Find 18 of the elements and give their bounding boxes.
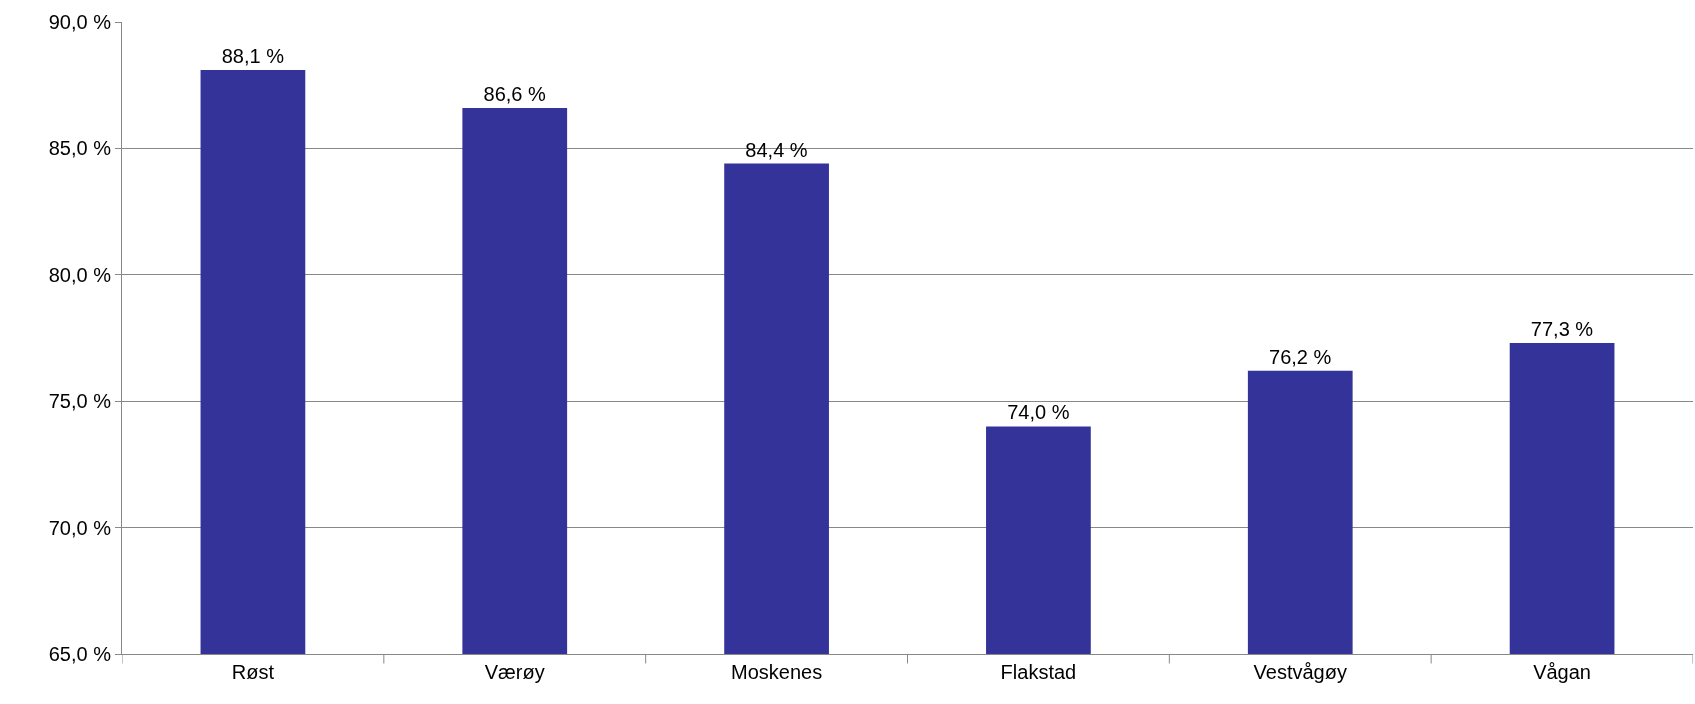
x-tick-label: Flakstad bbox=[1000, 661, 1077, 683]
y-tick-label: 85,0 % bbox=[48, 137, 112, 160]
x-tick-label: Vågan bbox=[1533, 661, 1591, 683]
data-label: 84,4 % bbox=[745, 138, 808, 161]
x-tick-label: Værøy bbox=[484, 661, 545, 683]
x-tick-label: Moskenes bbox=[731, 661, 823, 683]
x-tick-label: Vestvågøy bbox=[1253, 661, 1347, 683]
y-tick-label: 75,0 % bbox=[48, 390, 112, 413]
data-label: 74,0 % bbox=[1007, 401, 1070, 424]
x-tick-label: Røst bbox=[231, 661, 275, 683]
data-label: 86,6 % bbox=[483, 82, 546, 105]
data-label: 76,2 % bbox=[1269, 345, 1332, 368]
y-tick-label: 70,0 % bbox=[48, 516, 112, 539]
y-tick-label: 80,0 % bbox=[48, 263, 112, 286]
data-label: 88,1 % bbox=[221, 45, 285, 68]
data-label: 77,3 % bbox=[1530, 318, 1594, 341]
y-tick-label: 90,0 % bbox=[48, 11, 112, 33]
y-tick-label: 65,0 % bbox=[48, 643, 112, 665]
